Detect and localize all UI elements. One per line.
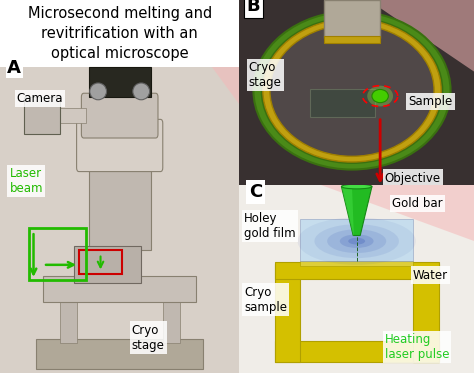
Ellipse shape: [340, 234, 374, 248]
Text: Laser
beam: Laser beam: [9, 167, 43, 195]
Text: Heating
laser pulse: Heating laser pulse: [385, 333, 449, 361]
Ellipse shape: [90, 83, 107, 100]
FancyBboxPatch shape: [163, 298, 180, 343]
Polygon shape: [413, 264, 439, 354]
Ellipse shape: [348, 238, 365, 245]
Text: Sample: Sample: [408, 95, 453, 108]
Text: Gold bar: Gold bar: [392, 197, 443, 210]
FancyBboxPatch shape: [324, 36, 380, 43]
Polygon shape: [341, 186, 354, 235]
Text: Microsecond melting and
revitrification with an
optical microscope: Microsecond melting and revitrification …: [27, 6, 212, 61]
Circle shape: [372, 90, 388, 103]
Ellipse shape: [298, 217, 416, 265]
FancyBboxPatch shape: [0, 0, 239, 67]
Circle shape: [367, 86, 393, 106]
FancyBboxPatch shape: [74, 246, 141, 283]
Bar: [79, 250, 122, 274]
Text: Camera: Camera: [17, 93, 63, 105]
FancyBboxPatch shape: [274, 264, 301, 362]
FancyBboxPatch shape: [36, 339, 203, 369]
FancyBboxPatch shape: [274, 341, 439, 362]
Text: Cryo
stage: Cryo stage: [249, 61, 282, 90]
FancyBboxPatch shape: [77, 119, 163, 172]
Text: Cryo
stage: Cryo stage: [132, 323, 164, 352]
Text: Holey
gold film: Holey gold film: [244, 212, 296, 240]
Polygon shape: [163, 0, 239, 104]
Polygon shape: [239, 0, 474, 72]
FancyBboxPatch shape: [324, 0, 380, 38]
Text: B: B: [246, 0, 260, 15]
FancyBboxPatch shape: [82, 93, 158, 138]
Ellipse shape: [341, 184, 372, 189]
Text: Objective: Objective: [385, 172, 441, 185]
Text: Cryo
sample: Cryo sample: [244, 286, 287, 314]
FancyBboxPatch shape: [413, 264, 439, 362]
Text: Water: Water: [413, 269, 448, 282]
FancyBboxPatch shape: [301, 261, 413, 266]
FancyBboxPatch shape: [89, 67, 151, 97]
Text: A: A: [7, 59, 21, 77]
FancyBboxPatch shape: [310, 88, 375, 117]
FancyBboxPatch shape: [60, 298, 77, 343]
FancyBboxPatch shape: [89, 127, 151, 250]
FancyBboxPatch shape: [43, 276, 196, 302]
FancyBboxPatch shape: [57, 108, 86, 123]
Circle shape: [263, 19, 441, 162]
FancyBboxPatch shape: [274, 262, 439, 279]
Polygon shape: [301, 219, 413, 261]
Text: C: C: [249, 183, 262, 201]
FancyBboxPatch shape: [24, 97, 60, 134]
Bar: [29, 228, 86, 280]
Polygon shape: [321, 185, 474, 241]
Ellipse shape: [314, 224, 399, 258]
Ellipse shape: [327, 229, 386, 253]
Polygon shape: [274, 354, 439, 362]
Polygon shape: [341, 186, 372, 235]
Circle shape: [262, 18, 442, 163]
Ellipse shape: [133, 83, 150, 100]
